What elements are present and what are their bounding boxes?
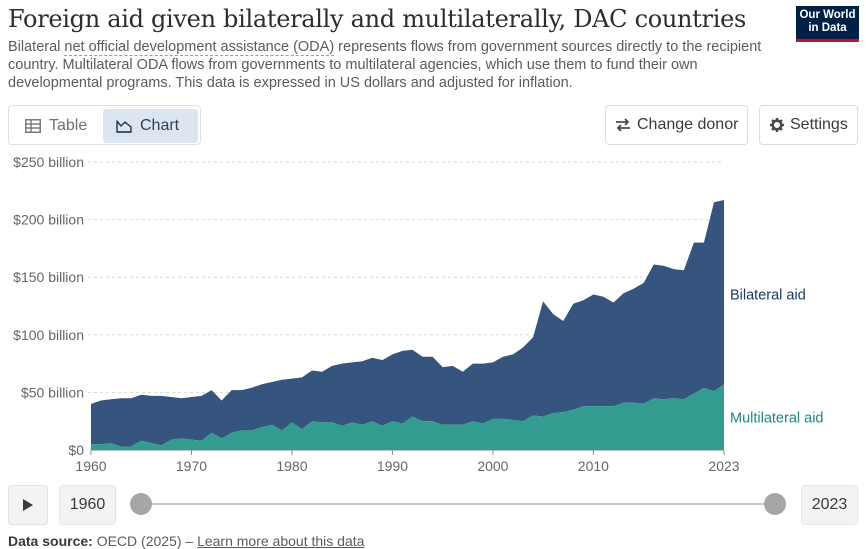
multilateral-area [91,384,724,450]
x-tick-label: 2000 [477,458,508,474]
tab-table-label: Table [49,117,88,134]
tab-chart[interactable]: Chart [103,109,198,143]
x-tick-label: 1960 [75,458,106,474]
subtitle-text-post: represents flows from government sources… [8,39,762,91]
y-tick-label: $50 billion [21,384,84,400]
oda-definition-link[interactable]: net official development assistance (ODA… [64,39,335,56]
chart-title: Foreign aid given bilaterally and multil… [8,5,746,33]
settings-button[interactable]: Settings [759,105,858,145]
settings-label: Settings [790,116,848,133]
source-label: Data source: [8,533,93,549]
bilateral-area [91,200,724,447]
table-icon [25,119,41,133]
x-tick-label: 1970 [176,458,207,474]
change-donor-button[interactable]: Change donor [605,105,748,145]
data-source: Data source: OECD (2025) – Learn more ab… [8,533,364,549]
timeline-start-year[interactable]: 1960 [59,485,116,525]
timeline-end-handle[interactable] [764,493,786,515]
play-button[interactable] [8,485,48,525]
subtitle-text-pre: Bilateral [8,39,65,55]
chart-icon [116,120,132,133]
source-text: OECD (2025) – [96,533,198,549]
x-tick-label: 2023 [708,458,739,474]
owid-logo[interactable]: Our World in Data [796,6,859,42]
change-donor-label: Change donor [637,116,739,133]
logo-line-2: in Data [808,22,847,34]
tab-chart-label: Chart [140,117,180,134]
stacked-area-chart: $0 $50 billion $100 billion $150 billion $20… [13,154,824,474]
logo-line-1: Our World [799,9,856,21]
tab-table[interactable]: Table [13,109,103,143]
timeline-track[interactable] [141,503,775,505]
timeline-start-handle[interactable] [130,493,152,515]
learn-more-link[interactable]: Learn more about this data [197,533,365,549]
logo-accent-bar [796,39,859,42]
gear-icon [770,118,784,132]
x-tick-label: 1980 [276,458,307,474]
chart-subtitle: Bilateral net official development assis… [8,38,778,92]
x-tick-label: 2010 [578,458,609,474]
timeline-end-year[interactable]: 2023 [801,485,858,525]
y-tick-label: $250 billion [13,154,84,170]
y-tick-label: $150 billion [13,269,84,285]
x-tick-label: 1990 [377,458,408,474]
swap-arrows-icon [616,118,630,132]
play-icon [23,499,33,511]
y-tick-label: $200 billion [13,212,84,228]
view-tabs: Table Chart [8,105,201,145]
series-label-multilateral: Multilateral aid [730,411,824,427]
series-label-bilateral: Bilateral aid [730,287,806,303]
y-tick-label: $0 [68,442,84,458]
y-tick-label: $100 billion [13,327,84,343]
